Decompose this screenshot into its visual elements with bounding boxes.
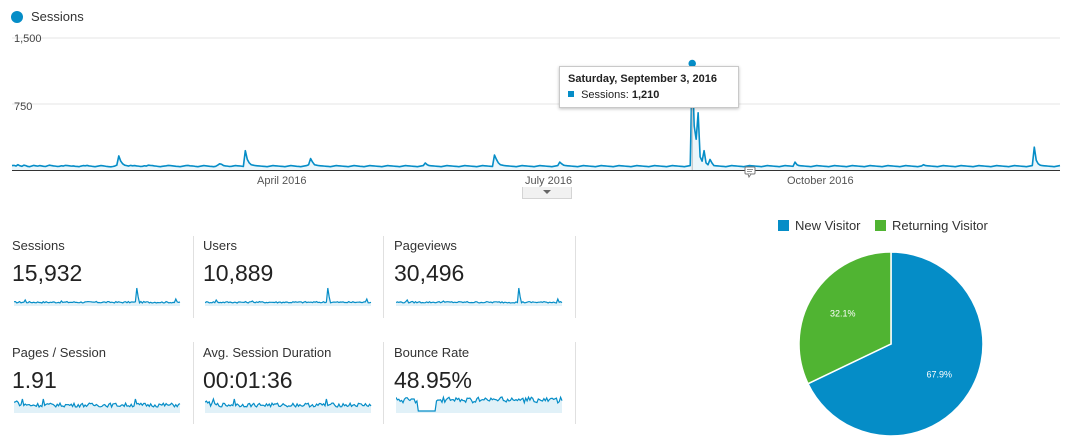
- visitor-type-pie-chart[interactable]: 67.9% 32.1%: [790, 246, 990, 442]
- annotation-icon[interactable]: [744, 166, 756, 178]
- metric-pageviews[interactable]: Pageviews 30,496: [394, 238, 574, 320]
- sessions-legend-label[interactable]: Sessions: [31, 9, 84, 24]
- legend-label: Returning Visitor: [892, 218, 988, 233]
- sparkline-area: [14, 288, 180, 306]
- y-tick-750: 750: [14, 101, 33, 113]
- sparkline-line: [205, 287, 372, 304]
- tooltip-series-swatch: [568, 91, 574, 97]
- tooltip-series-value: 1,210: [631, 89, 660, 101]
- metric-pages-per-session[interactable]: Pages / Session 1.91: [12, 345, 192, 427]
- metric-value: 10,889: [203, 260, 274, 286]
- chevron-down-icon: [543, 190, 551, 194]
- chart-tooltip: Saturday, September 3, 2016 Sessions: 1,…: [559, 66, 739, 108]
- divider: [193, 342, 194, 424]
- legend-swatch: [778, 220, 789, 231]
- sparkline-area: [14, 399, 180, 413]
- divider: [193, 236, 194, 318]
- metric-value: 1.91: [12, 367, 57, 393]
- sparkline-line: [205, 397, 372, 409]
- metric-bounce-rate[interactable]: Bounce Rate 48.95%: [394, 345, 574, 427]
- metric-sparkline: [205, 397, 372, 413]
- sessions-area: [12, 63, 1060, 170]
- pie-legend-returning-visitor[interactable]: Returning Visitor: [875, 218, 988, 233]
- metric-label: Users: [203, 238, 237, 253]
- legend-swatch: [875, 220, 886, 231]
- metric-value: 15,932: [12, 260, 83, 286]
- metric-sparkline: [396, 287, 563, 306]
- chart-collapse-toggle[interactable]: [522, 187, 572, 199]
- divider: [575, 342, 576, 424]
- metric-value: 48.95%: [394, 367, 473, 393]
- divider: [383, 236, 384, 318]
- pie-slice-label: 32.1%: [830, 309, 856, 319]
- sessions-line-chart[interactable]: [0, 28, 1066, 198]
- metric-sessions[interactable]: Sessions 15,932: [12, 238, 192, 320]
- pie-slice-label: 67.9%: [926, 369, 952, 379]
- x-tick-july: July 2016: [525, 175, 573, 187]
- metric-sparkline: [14, 398, 181, 413]
- tooltip-row: Sessions: 1,210: [568, 89, 730, 101]
- legend-label: New Visitor: [795, 218, 861, 233]
- pie-slice-returning-visitor[interactable]: [798, 251, 892, 385]
- pie-legend-new-visitor[interactable]: New Visitor: [778, 218, 861, 233]
- metric-label: Pageviews: [394, 238, 457, 253]
- metric-value: 00:01:36: [203, 367, 293, 393]
- sparkline-area: [205, 399, 371, 413]
- metric-sparkline: [14, 287, 181, 306]
- tooltip-date: Saturday, September 3, 2016: [568, 73, 717, 85]
- metric-avg-session-duration[interactable]: Avg. Session Duration 00:01:36: [203, 345, 383, 427]
- metric-sparkline: [205, 287, 372, 306]
- sparkline-line: [396, 395, 563, 412]
- tooltip-series-label: Sessions:: [581, 89, 629, 101]
- sparkline-area: [396, 288, 562, 306]
- sparkline-line: [14, 398, 181, 409]
- sessions-series-line: [11, 62, 1061, 168]
- metric-label: Avg. Session Duration: [203, 345, 332, 360]
- metric-value: 30,496: [394, 260, 465, 286]
- x-tick-april: April 2016: [257, 175, 307, 187]
- sparkline-line: [14, 287, 181, 304]
- y-tick-1500: 1,500: [14, 33, 42, 45]
- metric-sparkline: [396, 395, 563, 413]
- pie-slice-new-visitor[interactable]: [807, 251, 984, 437]
- metric-label: Bounce Rate: [394, 345, 470, 360]
- divider: [575, 236, 576, 318]
- sparkline-line: [396, 287, 563, 304]
- divider: [383, 342, 384, 424]
- sparkline-area: [205, 288, 371, 306]
- sparkline-area: [396, 397, 562, 413]
- metric-label: Sessions: [12, 238, 65, 253]
- sessions-legend-dot: [11, 11, 23, 23]
- metric-users[interactable]: Users 10,889: [203, 238, 383, 320]
- x-tick-october: October 2016: [787, 175, 854, 187]
- metric-label: Pages / Session: [12, 345, 106, 360]
